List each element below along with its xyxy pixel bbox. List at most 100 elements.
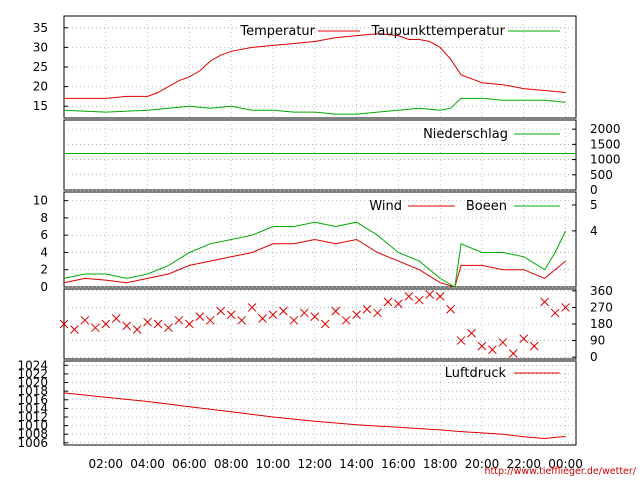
point-stroke xyxy=(529,341,539,351)
point-stroke xyxy=(310,312,320,321)
x-tick-label: 14:00 xyxy=(339,457,374,471)
point-stroke xyxy=(435,292,445,301)
point-stroke xyxy=(205,315,215,325)
data-point xyxy=(59,319,69,329)
data-point xyxy=(383,297,393,307)
point-stroke xyxy=(540,297,550,307)
data-point xyxy=(80,315,90,325)
series-line-wind xyxy=(63,238,566,288)
data-point xyxy=(279,306,288,316)
y-tick-label: 1024 xyxy=(17,358,48,372)
data-point xyxy=(435,292,445,301)
series-line-boeen xyxy=(63,221,567,288)
legend-label: Niederschlag xyxy=(423,127,508,142)
point-stroke xyxy=(101,319,111,329)
point-stroke xyxy=(279,306,288,316)
data-point xyxy=(111,314,121,323)
data-point xyxy=(289,315,299,325)
data-point xyxy=(331,306,341,316)
y2-tick-label: 180 xyxy=(590,317,613,331)
point-stroke xyxy=(289,315,299,325)
point-stroke xyxy=(143,317,152,327)
point-stroke xyxy=(425,290,435,299)
point-stroke xyxy=(446,304,455,314)
data-point xyxy=(529,341,539,351)
data-point xyxy=(341,315,351,325)
y-tick-label: 1018 xyxy=(17,384,48,398)
y-tick-label: 1020 xyxy=(17,376,48,390)
point-stroke xyxy=(320,319,330,329)
point-stroke xyxy=(268,310,278,320)
point-stroke xyxy=(341,315,351,325)
point-stroke xyxy=(122,321,132,331)
x-tick-label: 22:00 xyxy=(506,457,541,471)
y-tick-label: 6 xyxy=(40,228,48,242)
y2-tick-label: 270 xyxy=(590,300,613,314)
panel-4: 1024102210201018101610141012101010081006… xyxy=(17,358,577,450)
data-point xyxy=(394,299,403,309)
point-stroke xyxy=(90,323,100,333)
data-point xyxy=(164,323,173,333)
point-stroke xyxy=(394,299,403,309)
point-stroke xyxy=(414,295,424,305)
x-tick-label: 06:00 xyxy=(172,457,207,471)
data-point xyxy=(258,314,267,323)
data-point xyxy=(310,312,320,321)
legend-label: Temperatur xyxy=(239,24,315,39)
y-tick-label: 1008 xyxy=(17,427,48,441)
data-point xyxy=(498,338,508,347)
y-tick-label: 25 xyxy=(33,60,48,74)
data-point xyxy=(425,290,435,299)
point-stroke xyxy=(153,319,163,329)
data-point xyxy=(477,341,487,351)
data-point xyxy=(205,315,215,325)
point-stroke xyxy=(185,319,194,329)
y-tick-label: 1022 xyxy=(17,367,48,381)
point-stroke xyxy=(561,303,570,312)
panel-3: 360 270 180 90 0 xyxy=(59,284,613,364)
point-stroke xyxy=(352,310,361,320)
legend-label: Luftdruck xyxy=(445,366,507,381)
y2-tick-label: 360 xyxy=(590,284,613,298)
data-point xyxy=(226,310,236,320)
point-stroke xyxy=(508,349,518,358)
x-tick-label: 00:00 xyxy=(548,457,583,471)
x-tick-label: 18:00 xyxy=(423,457,458,471)
data-point xyxy=(122,321,132,331)
y2-tick-label: 90 xyxy=(590,334,605,348)
point-stroke xyxy=(373,308,382,318)
point-stroke xyxy=(383,297,393,307)
data-point xyxy=(70,325,79,334)
point-stroke xyxy=(111,314,121,323)
point-stroke xyxy=(519,334,529,344)
data-point xyxy=(90,323,100,333)
point-stroke xyxy=(331,306,341,316)
point-stroke xyxy=(477,341,487,351)
data-point xyxy=(143,317,152,327)
data-point xyxy=(299,308,309,318)
point-stroke xyxy=(216,306,226,316)
point-stroke xyxy=(456,336,466,345)
data-point xyxy=(414,295,424,305)
x-tick-label: 02:00 xyxy=(88,457,123,471)
point-stroke xyxy=(258,314,267,323)
point-stroke xyxy=(299,308,309,318)
y-tick-label: 4 xyxy=(40,245,48,259)
y2-tick-label: 1000 xyxy=(590,153,621,167)
y-tick-label: 8 xyxy=(40,211,48,225)
point-stroke xyxy=(404,292,414,301)
legend-label: Wind xyxy=(369,199,402,214)
point-stroke xyxy=(247,303,257,312)
x-tick-label: 08:00 xyxy=(214,457,249,471)
y2-tick-label: 0 xyxy=(590,350,598,364)
series-line-temperatur xyxy=(64,33,566,99)
data-point xyxy=(488,345,497,355)
y-tick-label: 1014 xyxy=(17,401,48,415)
data-point xyxy=(268,310,278,320)
data-point xyxy=(446,304,455,314)
data-point xyxy=(519,334,529,344)
y2-tick-label: 1500 xyxy=(590,137,621,151)
data-point xyxy=(195,312,205,321)
y-tick-label: 1016 xyxy=(17,393,48,407)
